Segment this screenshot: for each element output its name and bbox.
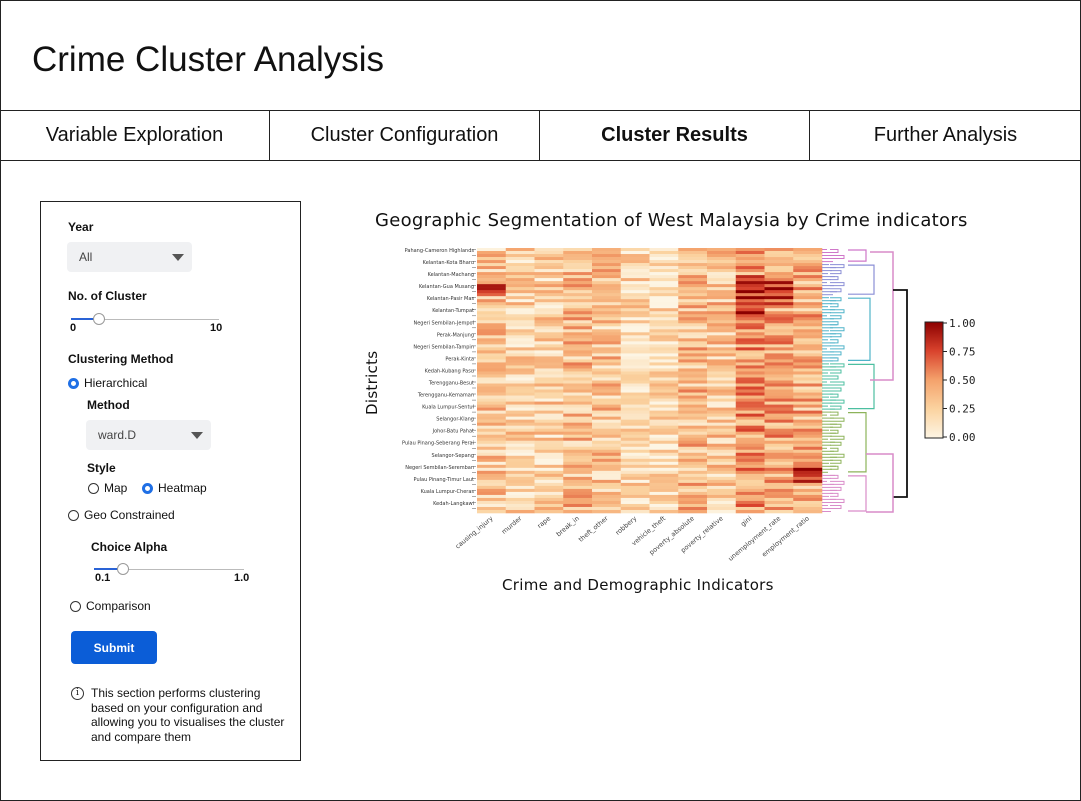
info-icon: i: [71, 687, 84, 700]
info-text: This section performs clustering based o…: [91, 686, 285, 744]
radio-geo-constrained[interactable]: Geo Constrained: [68, 508, 175, 522]
control-panel: Year All No. of Cluster 0 10 Clustering …: [40, 201, 301, 761]
alpha-label: Choice Alpha: [91, 540, 168, 554]
radio-selected-icon: [142, 482, 153, 494]
alpha-max: 1.0: [234, 572, 250, 584]
method-label: Method: [87, 398, 130, 412]
radio-comparison[interactable]: Comparison: [70, 599, 151, 613]
clusters-label: No. of Cluster: [68, 289, 147, 303]
radio-map[interactable]: Map: [88, 481, 127, 495]
tab-cluster-results[interactable]: Cluster Results: [540, 111, 810, 160]
year-select-value: All: [79, 250, 93, 264]
radio-geo-label: Geo Constrained: [84, 508, 175, 522]
alpha-min: 0.1: [95, 572, 111, 584]
radio-selected-icon: [68, 377, 79, 389]
year-select[interactable]: All: [67, 242, 192, 272]
y-axis-title: Districts: [363, 350, 381, 415]
radio-heatmap-label: Heatmap: [158, 481, 207, 495]
clusters-slider-track[interactable]: [71, 319, 219, 320]
radio-unselected-icon: [88, 482, 99, 494]
chart-title: Geographic Segmentation of West Malaysia…: [375, 210, 968, 231]
submit-button[interactable]: Submit: [71, 631, 157, 664]
info-note: i This section performs clustering based…: [71, 686, 286, 744]
style-label: Style: [87, 461, 116, 475]
chevron-down-icon: [172, 254, 184, 261]
alpha-slider-fill: [94, 568, 120, 570]
method-select-value: ward.D: [98, 428, 137, 442]
clusters-slider-fill: [71, 318, 99, 320]
radio-hierarchical-label: Hierarchical: [84, 376, 148, 390]
x-axis-title: Crime and Demographic Indicators: [502, 576, 774, 594]
tab-cluster-configuration[interactable]: Cluster Configuration: [270, 111, 540, 160]
radio-unselected-icon: [70, 600, 81, 612]
radio-comparison-label: Comparison: [86, 599, 151, 613]
tab-further-analysis[interactable]: Further Analysis: [873, 124, 1018, 146]
clusters-slider-handle[interactable]: [93, 313, 105, 325]
chevron-down-icon: [191, 432, 203, 439]
method-select[interactable]: ward.D: [86, 420, 211, 450]
radio-unselected-icon: [68, 509, 79, 521]
radio-map-label: Map: [104, 481, 128, 495]
alpha-slider-handle[interactable]: [117, 563, 129, 575]
alpha-slider-track[interactable]: [94, 569, 244, 570]
clustering-method-label: Clustering Method: [68, 352, 174, 366]
tab-bar: Variable Exploration Cluster Configurati…: [0, 110, 1081, 161]
clusters-min: 0: [70, 322, 77, 334]
year-label: Year: [68, 220, 94, 234]
app-title: Crime Cluster Analysis: [32, 40, 385, 79]
radio-hierarchical[interactable]: Hierarchical: [68, 376, 147, 390]
radio-heatmap[interactable]: Heatmap: [142, 481, 207, 495]
clusters-max: 10: [210, 322, 223, 334]
tab-variable-exploration[interactable]: Variable Exploration: [0, 111, 270, 160]
